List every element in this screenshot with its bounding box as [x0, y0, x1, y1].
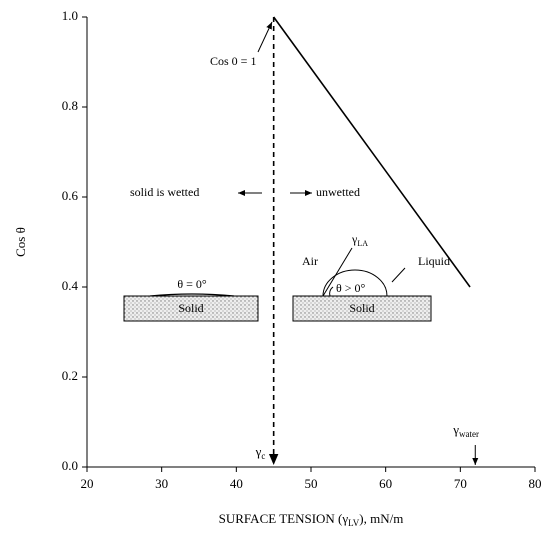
- marker-subscript: c: [261, 451, 265, 461]
- annotation: solid is wetted: [130, 185, 199, 199]
- marker-subscript: water: [459, 429, 479, 439]
- annotation: θ = 0°: [177, 277, 207, 291]
- y-axis-label: Cos θ: [13, 227, 28, 257]
- annotation: Air: [302, 254, 318, 268]
- x-tick-label: 80: [529, 476, 542, 491]
- x-tick-label: 20: [81, 476, 94, 491]
- x-axis-label: SURFACE TENSION (γLV), mN/m: [219, 511, 404, 528]
- annotation: unwetted: [316, 185, 360, 199]
- chart: Cos θ SURFACE TENSION (γLV), mN/m Cos 0 …: [0, 0, 544, 536]
- angle-arc: [330, 287, 333, 296]
- x-tick-label: 40: [230, 476, 243, 491]
- arrow: [258, 22, 272, 52]
- y-tick-label: 0.0: [62, 458, 78, 473]
- annotation: θ > 0°: [336, 281, 366, 295]
- line-series: [274, 17, 470, 287]
- annotation: Solid: [349, 301, 374, 315]
- pointer: [392, 268, 405, 282]
- annotation: γLA: [351, 232, 368, 248]
- x-tick-label: 30: [155, 476, 168, 491]
- y-tick-label: 1.0: [62, 8, 78, 23]
- marker-label: γwater: [452, 422, 479, 439]
- x-tick-label: 70: [454, 476, 467, 491]
- y-tick-label: 0.8: [62, 98, 78, 113]
- x-tick-label: 60: [379, 476, 392, 491]
- marker-label: γc: [255, 444, 266, 461]
- y-tick-label: 0.2: [62, 368, 78, 383]
- annotation: Cos 0 = 1: [210, 54, 256, 68]
- annotations: Cos 0 = 1 solid is wetted unwetted θ = 0…: [124, 22, 450, 321]
- annotation: Liquid: [418, 254, 450, 268]
- y-tick-label: 0.4: [62, 278, 79, 293]
- x-tick-label: 50: [305, 476, 318, 491]
- y-tick-label: 0.6: [62, 188, 79, 203]
- annotation: Solid: [178, 301, 203, 315]
